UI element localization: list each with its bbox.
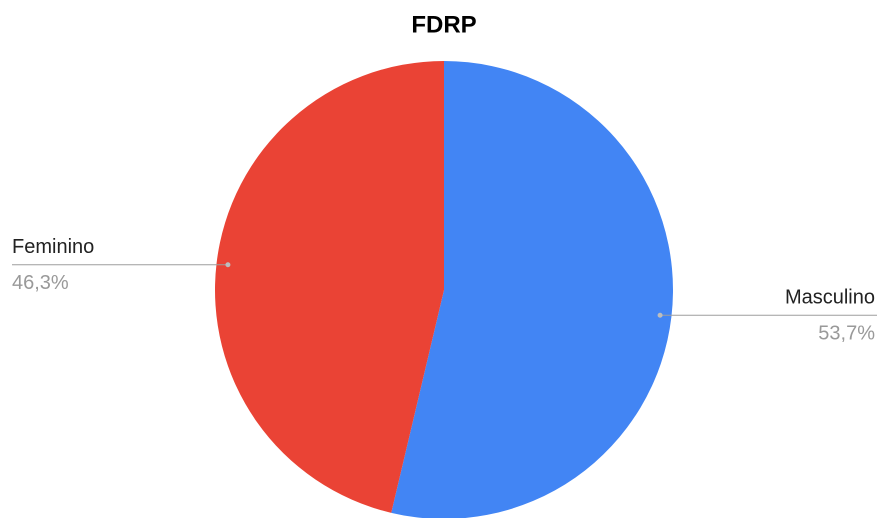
- slice-value: 46,3%: [12, 272, 69, 294]
- leader-dot: [657, 312, 663, 318]
- pie-slice: [214, 61, 444, 513]
- slice-value: 53,7%: [818, 323, 875, 345]
- pie-slice: [391, 61, 673, 518]
- leader-dot: [225, 262, 231, 268]
- slice-label: Masculino: [785, 287, 875, 309]
- chart-title: FDRP: [411, 11, 476, 38]
- slice-label: Feminino: [12, 236, 94, 258]
